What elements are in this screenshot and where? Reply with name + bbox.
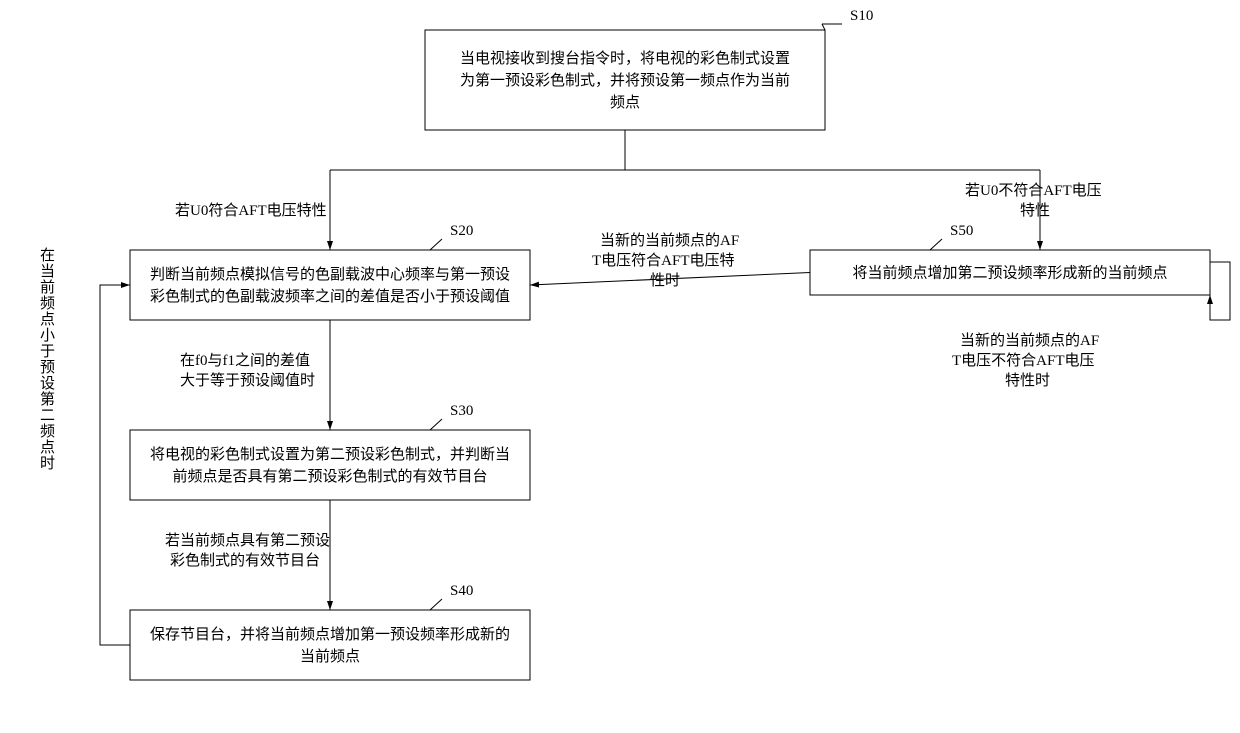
svg-text:保存节目台，并将当前频点增加第一预设频率形成新的: 保存节目台，并将当前频点增加第一预设频率形成新的 [150, 625, 510, 643]
edge-label: 大于等于预设阈值时 [180, 371, 315, 389]
svg-text:将电视的彩色制式设置为第二预设彩色制式，并判断当: 将电视的彩色制式设置为第二预设彩色制式，并判断当 [150, 445, 510, 463]
edge-label: 性时 [650, 272, 680, 289]
step-label-s40: S40 [430, 583, 473, 610]
svg-text:当电视接收到搜台指令时，将电视的彩色制式设置: 当电视接收到搜台指令时，将电视的彩色制式设置 [460, 50, 790, 67]
node-s20: 判断当前频点模拟信号的色副载波中心频率与第一预设彩色制式的色副载波频率之间的差值… [130, 250, 530, 320]
edge-label: 特性时 [1005, 372, 1050, 389]
node-s10: 当电视接收到搜台指令时，将电视的彩色制式设置为第一预设彩色制式，并将预设第一频点… [425, 30, 825, 130]
svg-text:彩色制式的色副载波频率之间的差值是否小于预设阈值: 彩色制式的色副载波频率之间的差值是否小于预设阈值 [150, 288, 510, 305]
edge-label: 特性 [1020, 202, 1050, 219]
edge-label: 若U0不符合AFT电压 [965, 182, 1102, 199]
svg-text:为第一预设彩色制式，并将预设第一频点作为当前: 为第一预设彩色制式，并将预设第一频点作为当前 [460, 71, 790, 89]
svg-text:S10: S10 [850, 8, 873, 24]
svg-text:当前频点: 当前频点 [300, 648, 360, 665]
edge-label: T电压符合AFT电压特 [592, 252, 735, 269]
edge-label: 若U0符合AFT电压特性 [175, 202, 327, 219]
step-label-s50: S50 [930, 223, 973, 250]
edge-label-vertical: 在当前频点小于预设第二频点时 [40, 247, 55, 472]
svg-text:前频点是否具有第二预设彩色制式的有效节目台: 前频点是否具有第二预设彩色制式的有效节目台 [172, 467, 487, 485]
step-label-s10: S10 [822, 8, 873, 30]
edge-label: 当新的当前频点的AF [960, 332, 1099, 349]
step-label-s20: S20 [430, 223, 473, 250]
node-s50: 将当前频点增加第二预设频率形成新的当前频点 [810, 250, 1210, 295]
svg-text:S30: S30 [450, 403, 473, 419]
step-label-s30: S30 [430, 403, 473, 430]
node-s40: 保存节目台，并将当前频点增加第一预设频率形成新的当前频点 [130, 610, 530, 680]
edge-label: T电压不符合AFT电压 [952, 352, 1095, 369]
svg-text:判断当前频点模拟信号的色副载波中心频率与第一预设: 判断当前频点模拟信号的色副载波中心频率与第一预设 [150, 265, 510, 283]
edge-label: 当新的当前频点的AF [600, 232, 739, 249]
edge-label: 彩色制式的有效节目台 [170, 552, 320, 569]
svg-text:S40: S40 [450, 583, 473, 599]
svg-text:S20: S20 [450, 223, 473, 239]
svg-text:S50: S50 [950, 223, 973, 239]
svg-text:将当前频点增加第二预设频率形成新的当前频点: 将当前频点增加第二预设频率形成新的当前频点 [852, 264, 1167, 282]
edge-label: 若当前频点具有第二预设 [165, 531, 330, 549]
svg-text:频点: 频点 [610, 94, 640, 111]
node-s30: 将电视的彩色制式设置为第二预设彩色制式，并判断当前频点是否具有第二预设彩色制式的… [130, 430, 530, 500]
edge-label: 在f0与f1之间的差值 [180, 352, 310, 369]
